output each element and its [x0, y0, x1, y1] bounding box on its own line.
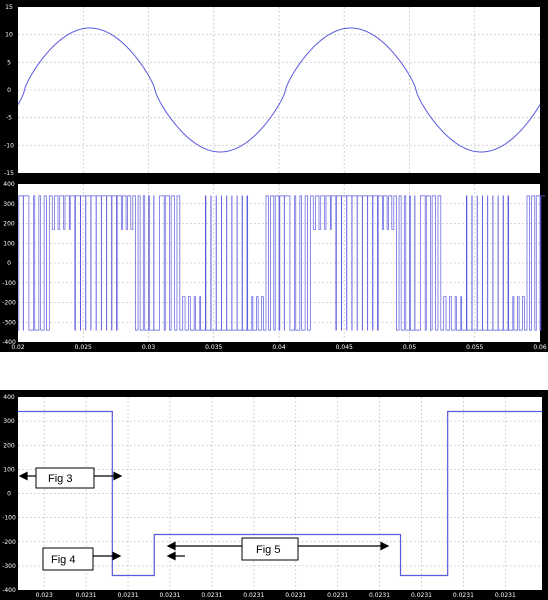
annotation-fig5-box	[241, 537, 299, 561]
zoom-xtick-label: 0.0231	[243, 592, 264, 599]
annotation-fig3-label: Fig 3	[48, 473, 72, 485]
pwm-xtick-label: 0.03	[142, 344, 156, 351]
annotation-fig4-label: Fig 4	[51, 554, 75, 566]
annotation-arrows	[18, 471, 390, 561]
sine-ytick-label: 0	[7, 87, 11, 94]
pwm-ytick-label: 100	[3, 240, 15, 247]
sine-ytick-label: -5	[6, 115, 12, 122]
sine-ytick-label: -10	[4, 142, 14, 149]
zoom-xtick-label: 0.0231	[327, 592, 348, 599]
pwm-series-line	[18, 195, 546, 331]
pwm-xtick-label: 0.035	[205, 344, 222, 351]
pwm-xtick-label: 0.045	[336, 344, 353, 351]
pwm-xtick-label: 0.04	[272, 344, 286, 351]
pwm-ytick-label: -400	[2, 339, 16, 346]
zoom-ytick-label: 200	[3, 442, 15, 449]
pwm-xtick-label: 0.055	[466, 344, 483, 351]
zoom-xtick-label: 0.0231	[118, 592, 139, 599]
sine-ytick-label: 5	[7, 59, 11, 66]
zoom-xtick-label: 0.0231	[369, 592, 390, 599]
zoom-xtick-label: 0.0231	[76, 592, 97, 599]
pwm-ytick-label: 400	[3, 181, 15, 188]
annotation-fig5-label: Fig 5	[256, 544, 280, 556]
zoom-ytick-label: -200	[2, 539, 16, 546]
fig5-arrowhead-short	[166, 551, 176, 561]
zoom-ytick-label: -300	[2, 563, 16, 570]
fig3-arrowhead-right	[113, 471, 123, 481]
annotation-fig4: Fig 4	[42, 547, 94, 571]
annotation-fig3: Fig 3	[35, 467, 95, 489]
pwm-ytick-label: -100	[2, 280, 16, 287]
sine-series-line	[17, 27, 541, 153]
annotation-fig4-box	[42, 547, 94, 571]
zoom-xtick-label: 0.0231	[495, 592, 516, 599]
fig5-arrowhead-left	[166, 541, 176, 551]
sine-ytick-label: 10	[5, 32, 13, 39]
sine-ytick-label: 15	[5, 4, 13, 11]
zoom-xtick-label: 0.0231	[411, 592, 432, 599]
zoom-xtick-label: 0.0231	[453, 592, 474, 599]
zoom-series-line	[18, 410, 542, 577]
zoom-ytick-label: 400	[3, 394, 15, 401]
zoom-ytick-label: -100	[2, 515, 16, 522]
zoom-chart: 0.023 0.0231 0.0231 0.0231 0.0231 0.0231 0.023…	[2, 394, 542, 599]
zoom-xtick-label: 0.023	[36, 592, 53, 599]
pwm-ytick-label: 200	[3, 221, 15, 228]
fig5-arrowhead-right	[380, 541, 390, 551]
pwm-ytick-label: -300	[2, 319, 16, 326]
pwm-xtick-label: 0.025	[75, 344, 92, 351]
zoom-ytick-label: 300	[3, 418, 15, 425]
pwm-xtick-label: 0.05	[403, 344, 417, 351]
fig4-arrowhead	[112, 551, 122, 561]
annotation-fig3-box	[35, 467, 95, 489]
pwm-xtick-label: 0.06	[533, 344, 547, 351]
zoom-ytick-label: -400	[2, 587, 16, 594]
pwm-xtick-label: 0.02	[11, 344, 25, 351]
pwm-ytick-label: 0	[7, 260, 11, 267]
pwm-ytick-label: 300	[3, 201, 15, 208]
pwm-chart: 0.02 0.025 0.03 0.035 0.04 0.045 0.05 0.055 0.06…	[2, 181, 547, 351]
zoom-xtick-label: 0.0231	[159, 592, 180, 599]
sine-ytick-label: -15	[4, 170, 14, 177]
pwm-ytick-label: -200	[2, 300, 16, 307]
fig3-arrowhead-left	[18, 471, 28, 481]
zoom-ytick-label: 0	[7, 491, 11, 498]
sine-chart: 15 10 5 0 -5 -10 -15	[4, 4, 541, 177]
annotation-fig5: Fig 5	[241, 537, 299, 561]
zoom-xtick-label: 0.0231	[201, 592, 222, 599]
zoom-xtick-label: 0.0231	[285, 592, 306, 599]
zoom-ytick-label: 100	[3, 466, 15, 473]
